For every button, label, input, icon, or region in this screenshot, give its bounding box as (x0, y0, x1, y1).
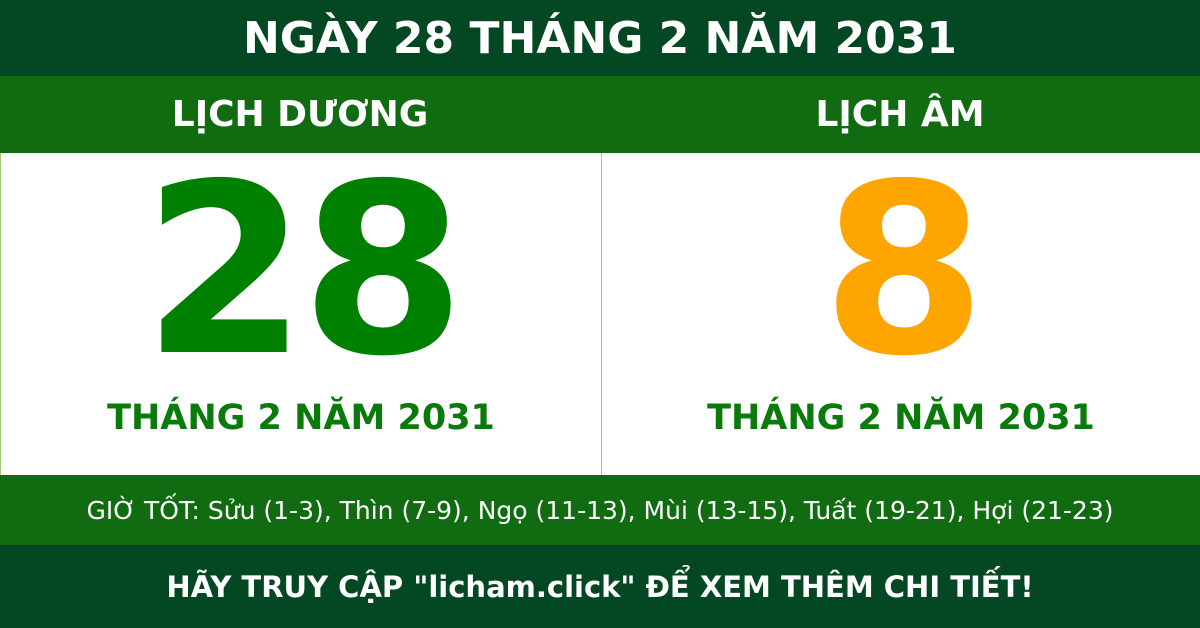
calendar-headings: LỊCH DƯƠNG LỊCH ÂM (0, 76, 1200, 153)
page-title: NGÀY 28 THÁNG 2 NĂM 2031 (0, 0, 1200, 76)
solar-heading: LỊCH DƯƠNG (171, 94, 429, 135)
solar-column: 28 THÁNG 2 NĂM 2031 (1, 153, 601, 475)
lunar-heading: LỊCH ÂM (815, 94, 985, 135)
good-hours: GIỜ TỐT: Sửu (1-3), Thìn (7-9), Ngọ (11-… (0, 475, 1200, 545)
divider (601, 153, 602, 475)
solar-month-year: THÁNG 2 NĂM 2031 (107, 398, 495, 438)
calendar-body: 28 THÁNG 2 NĂM 2031 8 THÁNG 2 NĂM 2031 (0, 153, 1200, 475)
footer-cta: HÃY TRUY CẬP "licham.click" ĐỂ XEM THÊM … (0, 545, 1200, 628)
solar-day: 28 (142, 133, 465, 408)
lunar-day: 8 (821, 133, 986, 408)
lunar-month-year: THÁNG 2 NĂM 2031 (707, 398, 1095, 438)
lunar-column: 8 THÁNG 2 NĂM 2031 (601, 153, 1200, 475)
